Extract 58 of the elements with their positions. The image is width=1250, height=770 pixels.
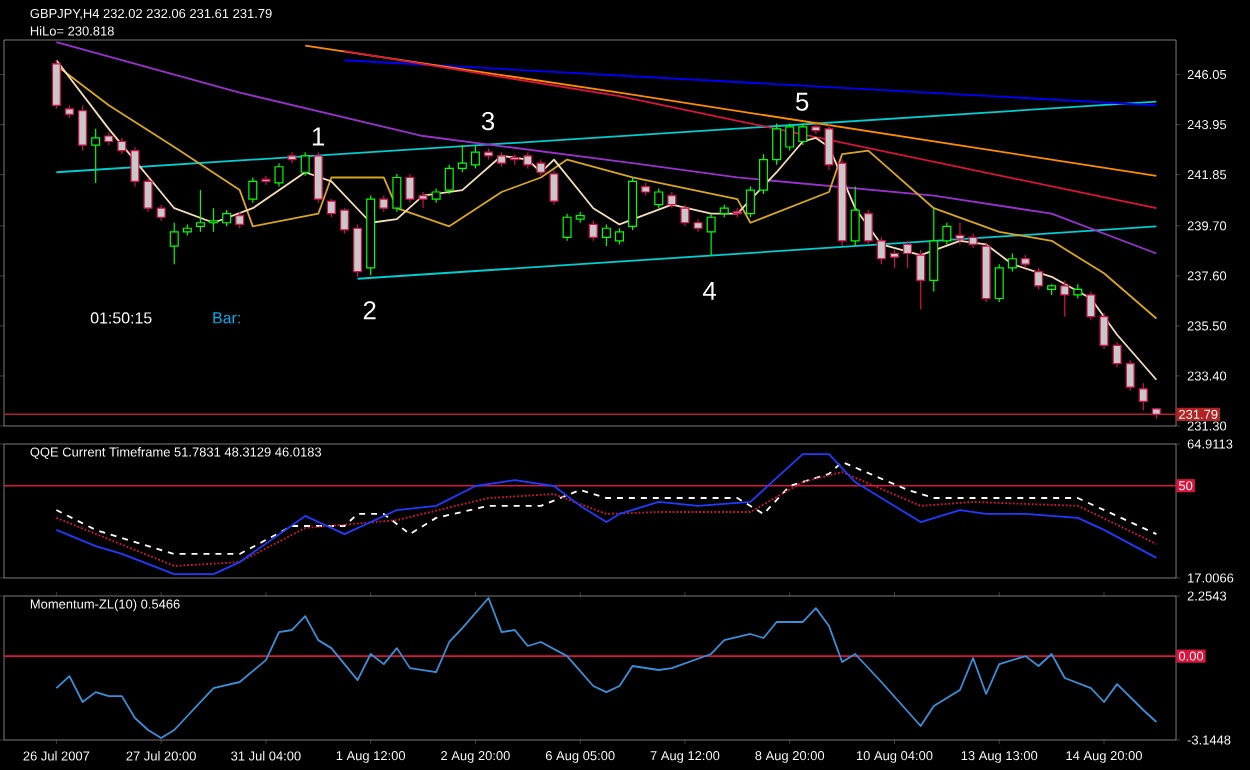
- line-series: [55, 41, 1158, 255]
- candlestick: [850, 185, 860, 247]
- candlestick: [759, 153, 769, 195]
- candlestick: [876, 236, 886, 265]
- candlestick: [628, 176, 638, 231]
- candlestick: [444, 164, 454, 195]
- candlestick: [208, 207, 219, 233]
- line-series: [55, 59, 1158, 381]
- candlestick: [287, 151, 297, 164]
- candlestick: [457, 144, 467, 173]
- candlestick: [903, 240, 913, 269]
- candlestick: [1034, 267, 1044, 291]
- candlestick: [1060, 279, 1070, 318]
- candlestick: [562, 213, 572, 242]
- candlestick: [300, 151, 310, 177]
- candlestick: [1112, 341, 1122, 368]
- candlestick: [549, 169, 559, 206]
- candlestick: [326, 198, 336, 218]
- candlestick: [1099, 312, 1109, 350]
- annotation: 3: [481, 111, 495, 131]
- candlestick: [601, 223, 611, 247]
- candlestick: [1138, 382, 1148, 412]
- candlestick: [994, 263, 1004, 303]
- candlestick: [745, 185, 755, 218]
- candlestick: [1007, 252, 1017, 273]
- candlestick: [706, 213, 716, 256]
- candlestick: [51, 59, 61, 110]
- candlestick: [785, 122, 795, 152]
- candlestick: [195, 189, 205, 233]
- candlestick: [772, 122, 782, 166]
- line-series: [55, 64, 1158, 320]
- candlestick: [392, 173, 402, 213]
- candlestick: [824, 122, 834, 171]
- candlestick: [916, 249, 926, 311]
- candlestick: [274, 162, 284, 188]
- candlestick: [78, 104, 88, 152]
- candlestick: [261, 175, 271, 186]
- annotation: 5: [795, 92, 809, 111]
- candlestick: [353, 223, 363, 278]
- candlestick: [169, 222, 179, 265]
- candlestick: [248, 176, 258, 204]
- candlestick: [654, 187, 664, 209]
- candlestick: [929, 207, 939, 292]
- annotation: 4: [702, 281, 717, 300]
- candlestick: [91, 128, 101, 184]
- candlestick: [942, 222, 952, 246]
- candlestick: [811, 122, 821, 135]
- candlestick: [588, 220, 598, 242]
- candlestick: [1125, 359, 1135, 392]
- candlestick: [470, 144, 480, 170]
- candlestick: [313, 151, 323, 204]
- candlestick: [339, 207, 350, 235]
- annotation: 2: [363, 301, 376, 320]
- annotation: 1: [312, 127, 325, 146]
- candlestick: [1086, 290, 1096, 321]
- candlestick: [798, 122, 808, 146]
- candlestick: [863, 209, 873, 246]
- line-series: [55, 453, 1158, 575]
